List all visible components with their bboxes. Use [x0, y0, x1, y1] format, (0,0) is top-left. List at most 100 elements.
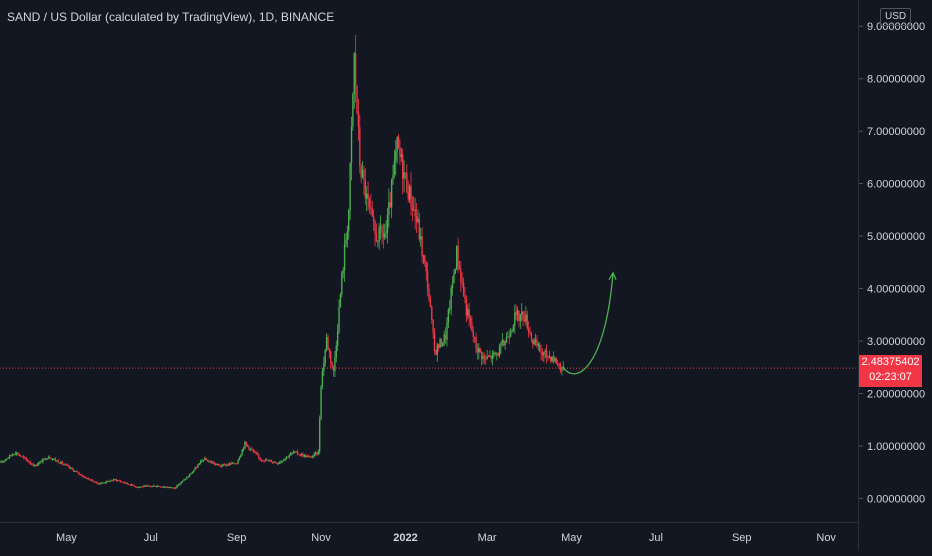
candle	[539, 342, 541, 353]
candle	[4, 458, 7, 462]
candle	[262, 459, 264, 463]
candle	[98, 482, 101, 485]
candle	[72, 467, 75, 472]
candle	[25, 457, 27, 462]
candle	[408, 184, 411, 204]
candle	[154, 485, 156, 487]
candle	[359, 114, 361, 174]
candle	[518, 310, 520, 328]
candle	[49, 455, 51, 460]
time-axis[interactable]: May Jul Sep Nov 2022 Mar May Jul Sep Nov	[0, 522, 858, 551]
candle	[166, 486, 169, 489]
candle	[433, 327, 436, 355]
x-axis-tick-label: Nov	[311, 532, 331, 544]
candle	[157, 485, 159, 487]
currency-button[interactable]: USD	[880, 8, 912, 26]
candle	[65, 463, 68, 466]
candle	[490, 355, 492, 363]
candle	[515, 304, 517, 321]
candle	[249, 448, 252, 452]
candle	[393, 149, 396, 179]
candle	[514, 304, 516, 334]
candle	[325, 333, 328, 352]
candle	[230, 461, 232, 465]
candle	[188, 473, 191, 478]
candle	[455, 245, 458, 271]
candle	[545, 344, 548, 364]
candle	[429, 294, 432, 308]
candle	[503, 338, 505, 347]
candle	[128, 483, 130, 485]
candle	[550, 356, 552, 364]
candle	[388, 188, 390, 228]
candle	[478, 343, 480, 360]
candle	[136, 486, 138, 489]
candle	[494, 351, 497, 356]
candle	[284, 458, 286, 462]
candle	[35, 463, 37, 468]
candle	[525, 306, 527, 326]
candle	[467, 304, 469, 320]
candle	[310, 455, 313, 458]
candle	[240, 454, 242, 458]
candle	[343, 233, 346, 282]
candle	[559, 362, 562, 373]
candle	[184, 478, 187, 481]
candle	[209, 460, 212, 464]
candle	[381, 224, 383, 245]
candle	[234, 463, 236, 465]
candle	[71, 466, 73, 470]
candle	[74, 470, 76, 473]
y-axis-tick-label: 7.00000000	[867, 126, 925, 138]
candle	[334, 351, 336, 377]
candle	[122, 481, 124, 483]
candle	[491, 350, 494, 366]
x-axis-tick-label: Mar	[478, 532, 497, 544]
candle	[61, 460, 63, 466]
candle	[90, 479, 93, 481]
candle	[42, 458, 44, 464]
candle	[260, 458, 263, 462]
chart-pane[interactable]: SAND / US Dollar (calculated by TradingV…	[0, 0, 858, 522]
candle	[314, 450, 317, 456]
candle	[399, 139, 401, 165]
projection-curve[interactable]	[562, 272, 614, 375]
candle	[198, 462, 200, 466]
candle	[17, 451, 19, 456]
candle	[36, 463, 39, 467]
candle	[163, 485, 166, 488]
candle	[323, 356, 325, 377]
price-chart[interactable]	[0, 0, 858, 522]
candle	[414, 197, 416, 230]
candle	[56, 460, 58, 462]
candle	[216, 463, 218, 465]
candle	[144, 484, 147, 487]
candle	[320, 385, 322, 421]
candle	[339, 292, 342, 308]
candle	[300, 452, 303, 457]
candle	[453, 268, 455, 284]
candle	[318, 415, 321, 455]
candle	[282, 458, 285, 462]
price-axis[interactable]: 0.00000000 1.00000000 2.00000000 3.00000000…	[858, 0, 932, 550]
candle	[418, 212, 421, 243]
candle	[291, 452, 293, 456]
candle	[338, 299, 340, 334]
candle	[540, 344, 542, 361]
candle	[87, 477, 90, 480]
candle	[360, 163, 362, 184]
candle	[86, 477, 88, 480]
candle	[161, 486, 163, 488]
candle	[10, 454, 12, 457]
candle	[208, 459, 210, 463]
candle	[101, 482, 104, 484]
candle	[402, 148, 404, 195]
candle	[457, 237, 459, 273]
candle	[177, 483, 180, 486]
candle	[277, 462, 279, 466]
candle	[47, 455, 50, 459]
candle	[50, 457, 52, 460]
candle	[145, 484, 148, 487]
candle	[361, 161, 364, 179]
candle	[100, 481, 102, 485]
